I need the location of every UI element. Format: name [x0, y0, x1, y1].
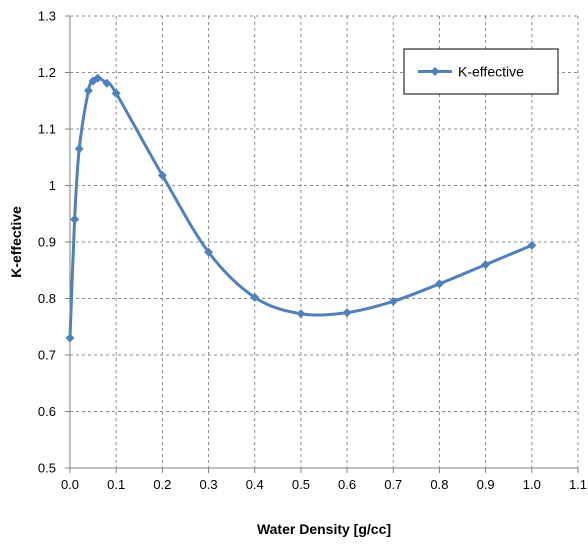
x-tick-label: 0.2 — [153, 477, 171, 492]
x-axis-title: Water Density [g/cc] — [257, 521, 391, 537]
data-point — [102, 78, 112, 88]
data-point — [93, 73, 103, 83]
y-tick-label: 0.8 — [38, 291, 56, 306]
x-tick-label: 0.7 — [384, 477, 402, 492]
y-tick-label: 0.5 — [38, 461, 56, 476]
y-tick-label: 0.6 — [38, 404, 56, 419]
legend-label: K-effective — [458, 64, 524, 80]
x-tick-label: 0.3 — [200, 477, 218, 492]
x-tick-label: 0.5 — [292, 477, 310, 492]
y-tick-label: 0.9 — [38, 235, 56, 250]
data-point — [296, 309, 306, 319]
y-tick-label: 1.2 — [38, 65, 56, 80]
x-tick-label: 1.1 — [569, 477, 587, 492]
x-tick-label: 0.8 — [430, 477, 448, 492]
data-point — [388, 296, 398, 306]
data-point — [83, 86, 93, 96]
data-point — [65, 333, 75, 343]
y-tick-label: 1.3 — [38, 9, 56, 24]
data-point — [157, 170, 167, 180]
data-point — [481, 260, 491, 270]
axes — [65, 15, 579, 473]
y-tick-label: 1 — [49, 178, 56, 193]
data-point — [204, 247, 214, 257]
grid — [70, 15, 579, 468]
data-point — [70, 214, 80, 224]
legend-marker — [430, 67, 440, 76]
x-tick-label: 0.4 — [246, 477, 264, 492]
data-point — [74, 144, 84, 154]
series-line — [68, 76, 533, 339]
tick-labels: 0.0 0.1 0.2 0.3 0.4 0.5 0.6 0.7 0.8 0.9 1.0 1.1 0.5 0… — [38, 9, 587, 493]
x-tick-label: 0.1 — [107, 477, 125, 492]
x-tick-label: 0.6 — [338, 477, 356, 492]
legend: K-effective — [403, 48, 559, 95]
x-tick-label: 1.0 — [523, 477, 541, 492]
y-axis-title: K-effective — [8, 206, 24, 278]
y-tick-label: 0.7 — [38, 348, 56, 363]
x-tick-label: 0.0 — [61, 477, 79, 492]
y-tick-label: 1.1 — [38, 122, 56, 137]
series-layer — [65, 73, 537, 343]
data-point — [434, 279, 444, 289]
data-point — [342, 308, 352, 318]
x-tick-label: 0.9 — [477, 477, 495, 492]
data-point — [111, 88, 121, 98]
data-point — [250, 292, 260, 302]
data-point — [527, 240, 537, 250]
